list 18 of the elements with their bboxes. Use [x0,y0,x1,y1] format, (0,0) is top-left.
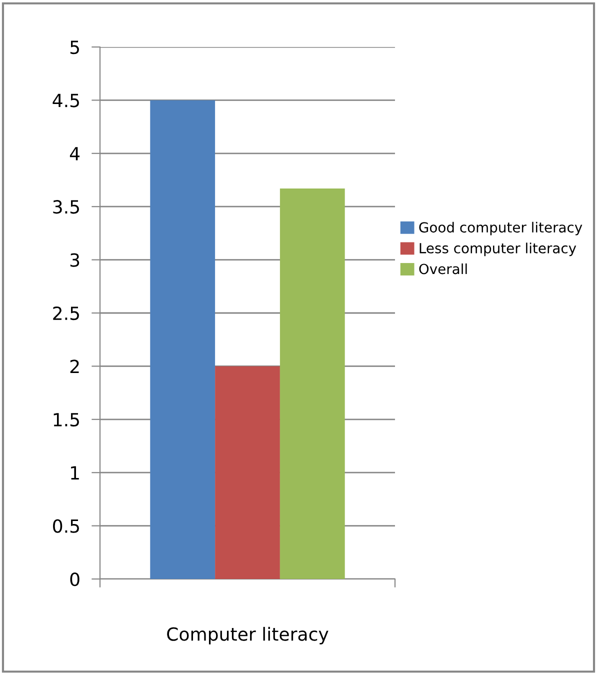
y-tick-label: 3.5 [53,200,79,214]
bar [215,366,280,579]
bar [150,100,216,579]
y-tick-label: 1 [71,466,79,480]
x-axis-title: Computer literacy [167,626,328,644]
y-tick-label: 0 [70,572,80,586]
y-tick-label: 4.5 [52,94,79,108]
legend-label: Less computer literacy [420,242,576,256]
legend-label: Good computer literacy [419,222,582,236]
y-tick-label: 5 [70,40,79,54]
y-tick-label: 1.5 [54,413,79,427]
legend-label: Overall [419,263,467,274]
y-tick-label: 2 [70,360,79,374]
y-tick-label: 3 [70,253,80,267]
bar [280,188,345,579]
y-tick-label: 2.5 [53,306,79,320]
y-tick-label: 4 [70,147,80,160]
y-tick-label: 0.5 [53,519,79,533]
